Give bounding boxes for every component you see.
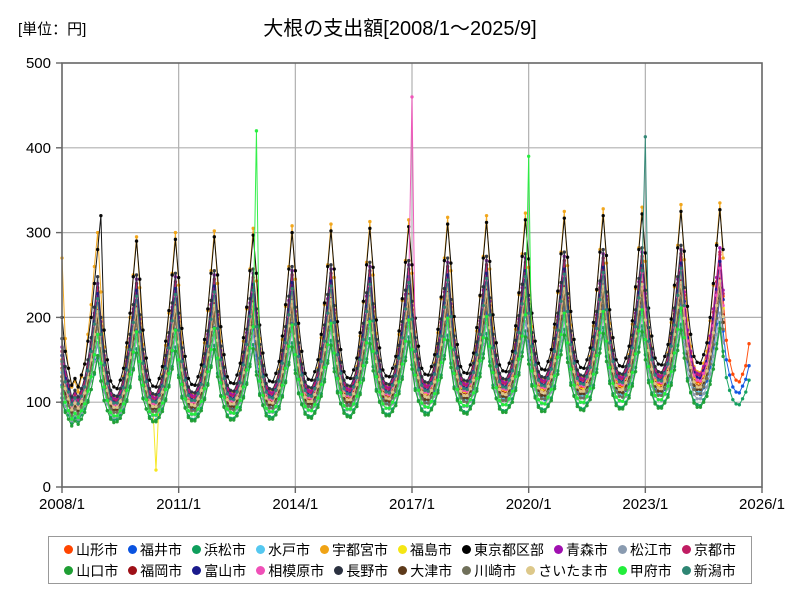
legend-label: さいたま市 (538, 562, 608, 579)
legend-item-山口市[interactable]: 山口市 (64, 564, 118, 578)
legend-label: 相模原市 (268, 562, 325, 579)
y-axis-tick-label: 500 (26, 55, 51, 72)
legend-item-京都市[interactable]: 京都市 (682, 543, 736, 557)
x-axis-tick-label: 2014/1 (272, 496, 318, 513)
y-axis-tick-label: 400 (26, 140, 51, 157)
legend-item-山形市[interactable]: 山形市 (64, 543, 118, 557)
legend-item-相模原市[interactable]: 相模原市 (256, 564, 324, 578)
legend-label: 京都市 (694, 541, 736, 558)
legend-label: 福井市 (140, 541, 182, 558)
legend-marker-icon (320, 545, 329, 554)
legend-item-新潟市[interactable]: 新潟市 (681, 562, 736, 579)
y-axis-tick-label: 200 (26, 309, 51, 326)
y-axis-tick-label: 100 (26, 394, 51, 411)
legend-marker-icon (128, 566, 138, 575)
x-axis-tick-label: 2026/1 (739, 496, 785, 513)
legend-marker-icon (192, 566, 202, 575)
legend-item-水戸市[interactable]: 水戸市 (256, 543, 310, 557)
legend-marker-icon (64, 566, 74, 575)
legend-row-1: 山形市 福井市 浜松市 水戸市 宇都宮市 福島市 東京都区部 青森市 松江市 京都市 (49, 539, 751, 560)
unit-label: [単位：円] (18, 21, 87, 38)
legend-label: 松江市 (630, 541, 672, 558)
legend-label: 浜松市 (204, 541, 246, 558)
legend-item-浜松市[interactable]: 浜松市 (192, 543, 246, 557)
legend-marker-icon (192, 545, 201, 554)
legend-row-2: 山口市 福岡市 富山市 相模原市 長野市 大津市 川崎市 さいたま市 甲府市 新潟市 (49, 560, 751, 581)
legend-label: 山形市 (76, 541, 118, 558)
legend-item-東京都区部[interactable]: 東京都区部 (462, 543, 544, 557)
x-axis-tick-label: 2020/1 (506, 496, 552, 513)
legend-item-さいたま市[interactable]: さいたま市 (526, 564, 608, 578)
legend-marker-icon (462, 566, 472, 575)
legend-item-甲府市[interactable]: 甲府市 (617, 562, 672, 579)
legend-label: 東京都区部 (474, 541, 544, 558)
legend-marker-icon (334, 566, 344, 575)
series-甲府市 (60, 129, 686, 421)
series-東京都区部 (60, 208, 725, 391)
legend-item-富山市[interactable]: 富山市 (192, 564, 246, 578)
legend-label: 青森市 (566, 541, 608, 558)
series-新潟市 (60, 135, 686, 407)
x-axis-tick-label: 2011/1 (156, 496, 201, 513)
legend-marker-icon (128, 545, 137, 554)
legend-item-長野市[interactable]: 長野市 (334, 564, 388, 578)
legend-label: 川崎市 (474, 562, 517, 579)
legend-label: 福岡市 (140, 562, 183, 579)
y-axis-tick-label: 0 (43, 479, 51, 496)
legend-item-宇都宮市[interactable]: 宇都宮市 (320, 543, 388, 557)
legend-label: 宇都宮市 (332, 541, 388, 558)
legend-marker-icon (64, 545, 73, 554)
legend-label: 新潟市 (693, 562, 736, 579)
legend-marker-icon (256, 545, 265, 554)
legend-item-福岡市[interactable]: 福岡市 (128, 564, 182, 578)
legend-marker-icon (256, 566, 266, 575)
legend-marker-icon (462, 545, 471, 554)
legend-item-福井市[interactable]: 福井市 (128, 543, 182, 557)
legend-item-福島市[interactable]: 福島市 (398, 543, 452, 557)
legend-item-大津市[interactable]: 大津市 (398, 564, 452, 578)
chart-title: 大根の支出額[2008/1～2025/9] (263, 18, 537, 40)
legend-label: 大津市 (410, 562, 453, 579)
legend-label: 富山市 (204, 562, 247, 579)
legend-marker-icon (398, 566, 408, 575)
chart-legend: 山形市 福井市 浜松市 水戸市 宇都宮市 福島市 東京都区部 青森市 松江市 京都市 山口市 福岡市… (48, 536, 752, 584)
series-山口市 (60, 326, 725, 428)
legend-marker-icon (554, 545, 563, 554)
legend-item-川崎市[interactable]: 川崎市 (462, 564, 516, 578)
legend-label: 山口市 (76, 562, 119, 579)
legend-label: 甲府市 (629, 562, 672, 579)
legend-item-松江市[interactable]: 松江市 (618, 543, 672, 557)
legend-item-青森市[interactable]: 青森市 (554, 543, 608, 557)
legend-label: 水戸市 (268, 541, 310, 558)
legend-label: 長野市 (346, 562, 389, 579)
y-axis-tick-label: 300 (26, 225, 51, 242)
x-axis-tick-label: 2008/1 (39, 496, 85, 513)
x-axis-tick-label: 2023/1 (622, 496, 668, 513)
legend-marker-icon (681, 566, 691, 575)
legend-marker-icon (617, 566, 627, 575)
legend-marker-icon (398, 545, 407, 554)
legend-marker-icon (526, 566, 536, 575)
legend-marker-icon (618, 545, 627, 554)
legend-marker-icon (682, 545, 691, 554)
legend-label: 福島市 (410, 541, 452, 558)
x-axis-tick-label: 2017/1 (389, 496, 435, 513)
